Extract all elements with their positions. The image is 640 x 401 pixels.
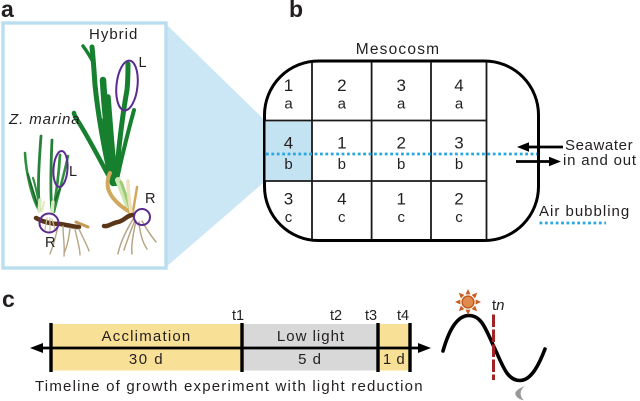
svg-text:Seawater: Seawater [565, 137, 633, 154]
svg-text:c: c [397, 209, 405, 226]
svg-text:in and out: in and out [563, 152, 637, 169]
svg-text:R: R [145, 191, 155, 207]
svg-text:3: 3 [396, 76, 405, 95]
svg-text:1: 1 [337, 134, 346, 153]
svg-text:t2: t2 [330, 308, 342, 324]
svg-text:L: L [139, 55, 147, 71]
svg-text:2: 2 [454, 190, 463, 209]
svg-text:c: c [338, 209, 346, 226]
svg-text:c: c [2, 286, 15, 312]
svg-text:a: a [397, 96, 406, 113]
svg-text:3: 3 [284, 190, 293, 209]
svg-text:30 d: 30 d [129, 351, 164, 368]
svg-text:4: 4 [454, 76, 463, 95]
svg-text:5 d: 5 d [298, 351, 322, 368]
svg-text:a: a [284, 96, 293, 113]
svg-text:4: 4 [337, 190, 346, 209]
svg-text:L: L [69, 164, 77, 180]
svg-text:Acclimation: Acclimation [102, 328, 192, 345]
svg-text:t3: t3 [365, 308, 377, 324]
svg-text:1: 1 [396, 190, 405, 209]
svg-text:b: b [284, 156, 292, 173]
svg-text:a: a [1, 0, 14, 22]
svg-text:2: 2 [337, 76, 346, 95]
svg-text:Timeline of growth experiment: Timeline of growth experiment with light… [35, 378, 424, 395]
svg-text:Mesocosm: Mesocosm [356, 41, 441, 58]
svg-text:a: a [338, 96, 347, 113]
svg-text:b: b [455, 156, 463, 173]
svg-text:1 d: 1 d [383, 351, 405, 368]
svg-text:b: b [397, 156, 405, 173]
svg-text:Z. marina: Z. marina [8, 111, 80, 128]
svg-text:c: c [285, 209, 293, 226]
svg-text:2: 2 [396, 134, 405, 153]
svg-text:tn: tn [492, 297, 505, 314]
svg-text:4: 4 [284, 134, 293, 153]
svg-text:1: 1 [284, 76, 293, 95]
svg-text:Low light: Low light [277, 328, 345, 345]
svg-text:Air bubbling: Air bubbling [539, 203, 630, 220]
svg-text:b: b [289, 0, 303, 22]
svg-text:R: R [45, 235, 55, 251]
svg-text:3: 3 [454, 134, 463, 153]
svg-text:Hybrid: Hybrid [89, 26, 138, 43]
svg-text:a: a [455, 96, 464, 113]
svg-text:t4: t4 [397, 308, 409, 324]
svg-text:c: c [455, 209, 463, 226]
svg-text:t1: t1 [232, 308, 244, 324]
svg-text:b: b [338, 156, 346, 173]
